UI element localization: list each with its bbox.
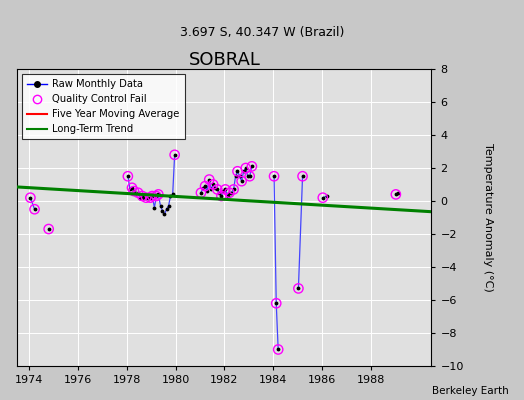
Point	[146, 194, 155, 201]
Point	[134, 190, 143, 196]
Point	[298, 173, 307, 180]
Point	[45, 226, 53, 232]
Point	[391, 191, 400, 198]
Point	[242, 165, 250, 171]
Point	[205, 176, 213, 183]
Point	[209, 181, 217, 188]
Y-axis label: Temperature Anomaly (°C): Temperature Anomaly (°C)	[483, 143, 493, 292]
Point	[201, 183, 209, 189]
Point	[233, 168, 242, 174]
Point	[154, 191, 162, 198]
Point	[30, 206, 39, 212]
Point	[130, 188, 138, 194]
Point	[26, 194, 35, 201]
Point	[248, 163, 256, 170]
Point	[272, 300, 280, 306]
Point	[138, 193, 146, 199]
Point	[217, 193, 226, 199]
Point	[221, 186, 230, 193]
Point	[225, 190, 234, 196]
Point	[170, 152, 179, 158]
Point	[152, 193, 160, 199]
Point	[142, 194, 150, 201]
Title: SOBRAL: SOBRAL	[189, 51, 260, 69]
Point	[274, 346, 282, 353]
Point	[128, 184, 136, 191]
Point	[230, 186, 238, 193]
Point	[319, 194, 327, 201]
Legend: Raw Monthly Data, Quality Control Fail, Five Year Moving Average, Long-Term Tren: Raw Monthly Data, Quality Control Fail, …	[22, 74, 184, 139]
Point	[124, 173, 132, 180]
Point	[237, 178, 246, 184]
Text: 3.697 S, 40.347 W (Brazil): 3.697 S, 40.347 W (Brazil)	[180, 26, 344, 39]
Point	[196, 190, 205, 196]
Point	[245, 173, 254, 180]
Point	[148, 193, 156, 199]
Point	[294, 285, 302, 292]
Point	[213, 186, 222, 193]
Point	[270, 173, 278, 180]
Text: Berkeley Earth: Berkeley Earth	[432, 386, 508, 396]
